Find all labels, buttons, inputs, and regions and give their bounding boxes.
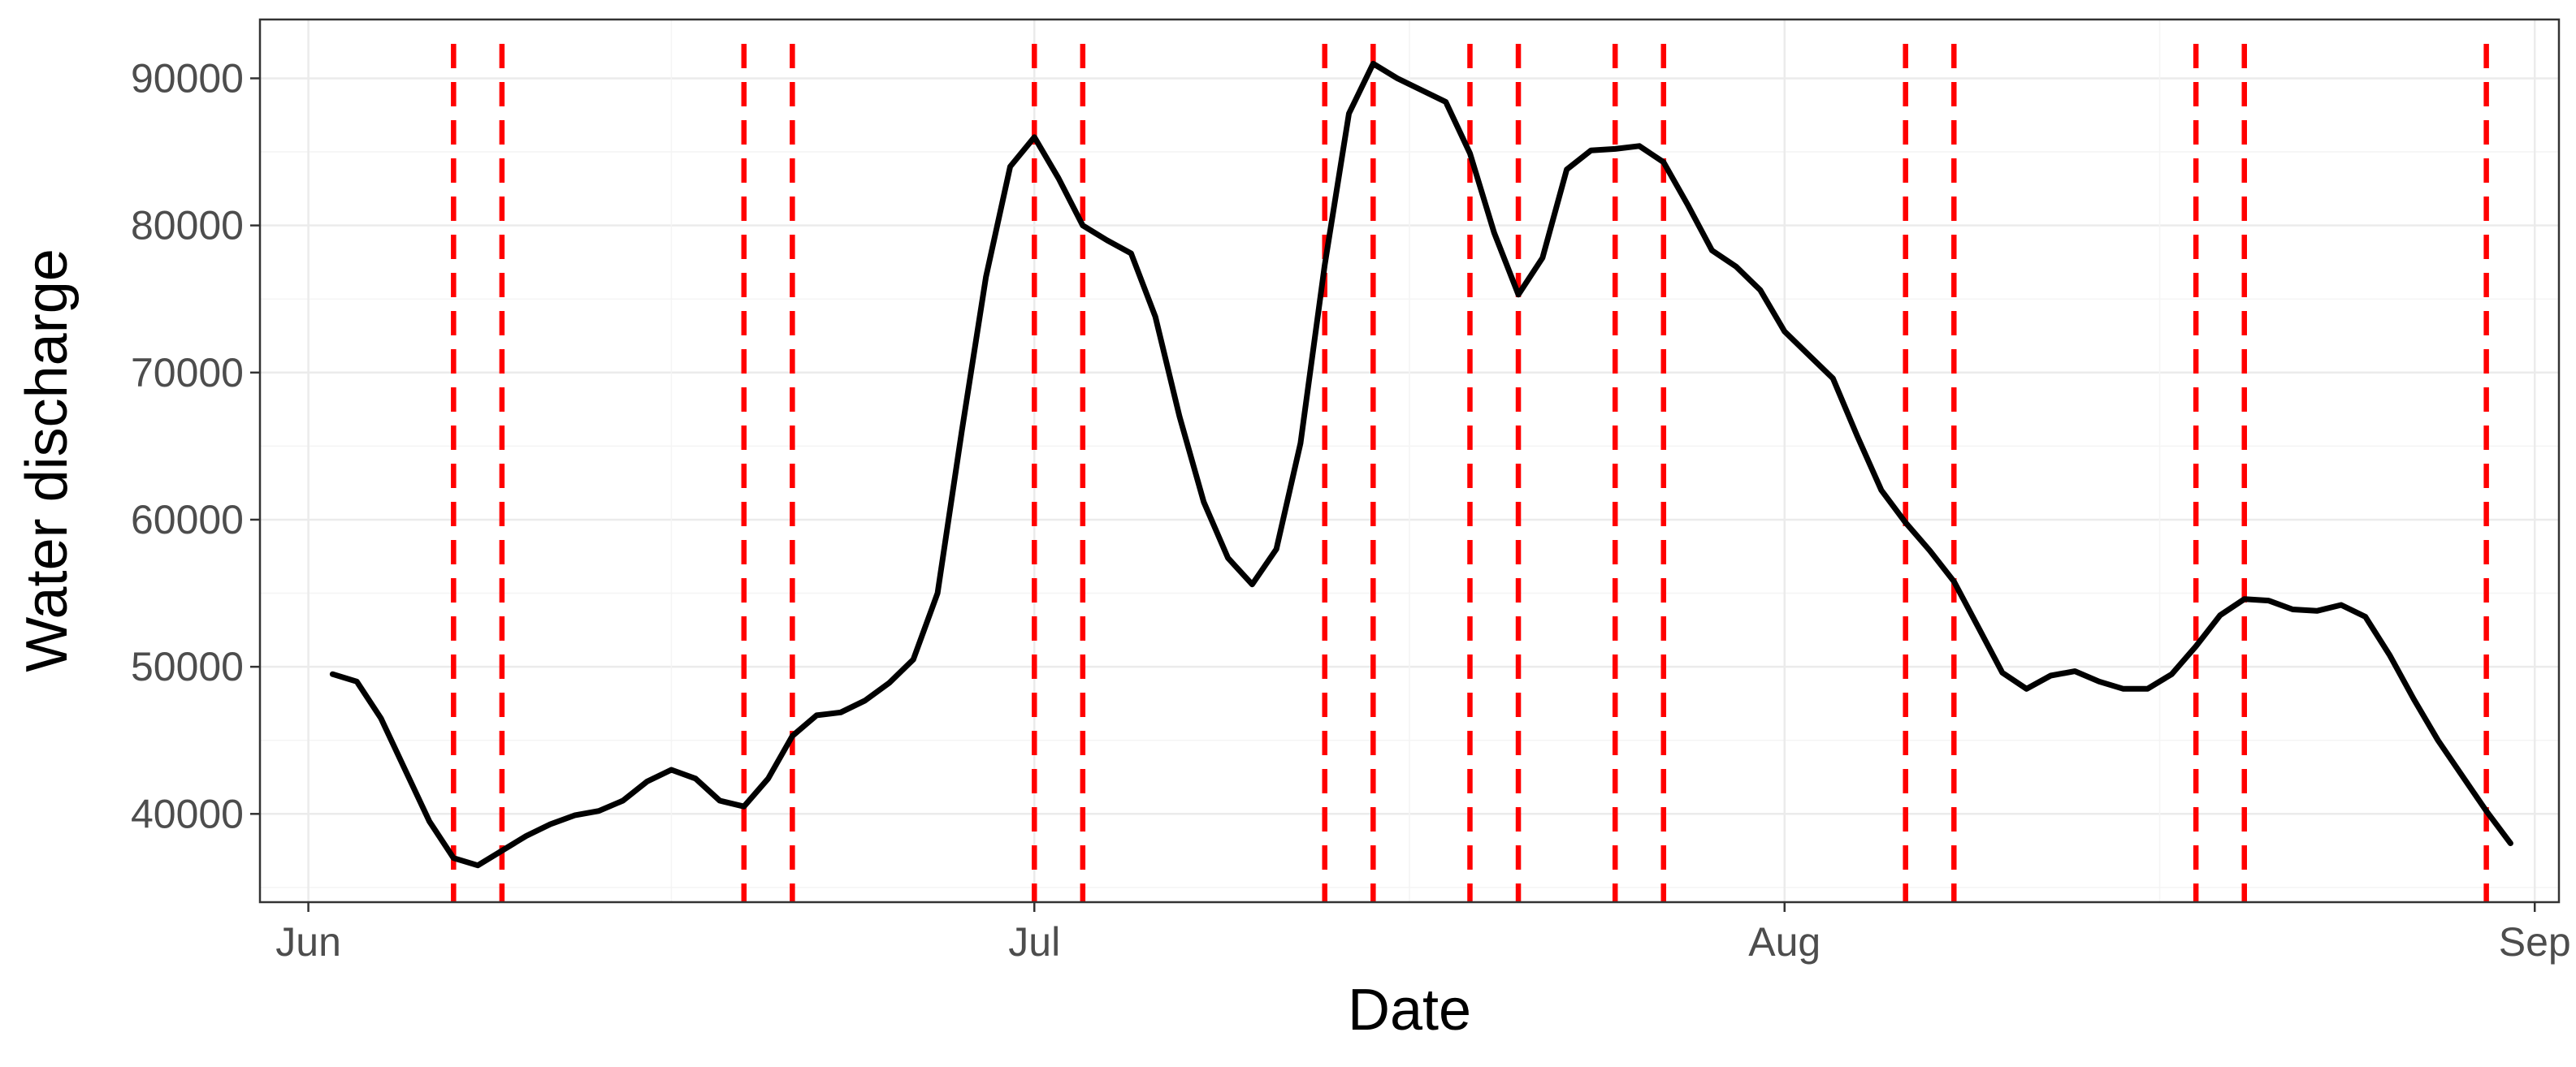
x-axis-title: Date [1348,978,1471,1043]
x-tick-label: Jul [1008,919,1060,965]
series-lines [329,60,2513,869]
event-lines [451,44,2489,902]
y-tick-label: 60000 [131,497,244,542]
y-tick-label: 40000 [131,791,244,836]
axis-ticks: 40000 50000 60000 70000 80000 90000 Jun Jul Aug S… [131,55,2571,965]
x-tick-label: Jun [275,919,341,965]
y-tick-label: 50000 [131,644,244,689]
x-tick-label: Aug [1748,919,1821,965]
series-line [329,60,2513,869]
panel-border [258,18,2561,904]
y-tick-label: 80000 [131,203,244,248]
y-tick-label: 90000 [131,55,244,101]
x-tick-label: Sep [2499,919,2571,965]
y-axis-title: Water discharge [15,248,80,672]
y-tick-label: 70000 [131,350,244,395]
grid-lines [260,19,2559,902]
